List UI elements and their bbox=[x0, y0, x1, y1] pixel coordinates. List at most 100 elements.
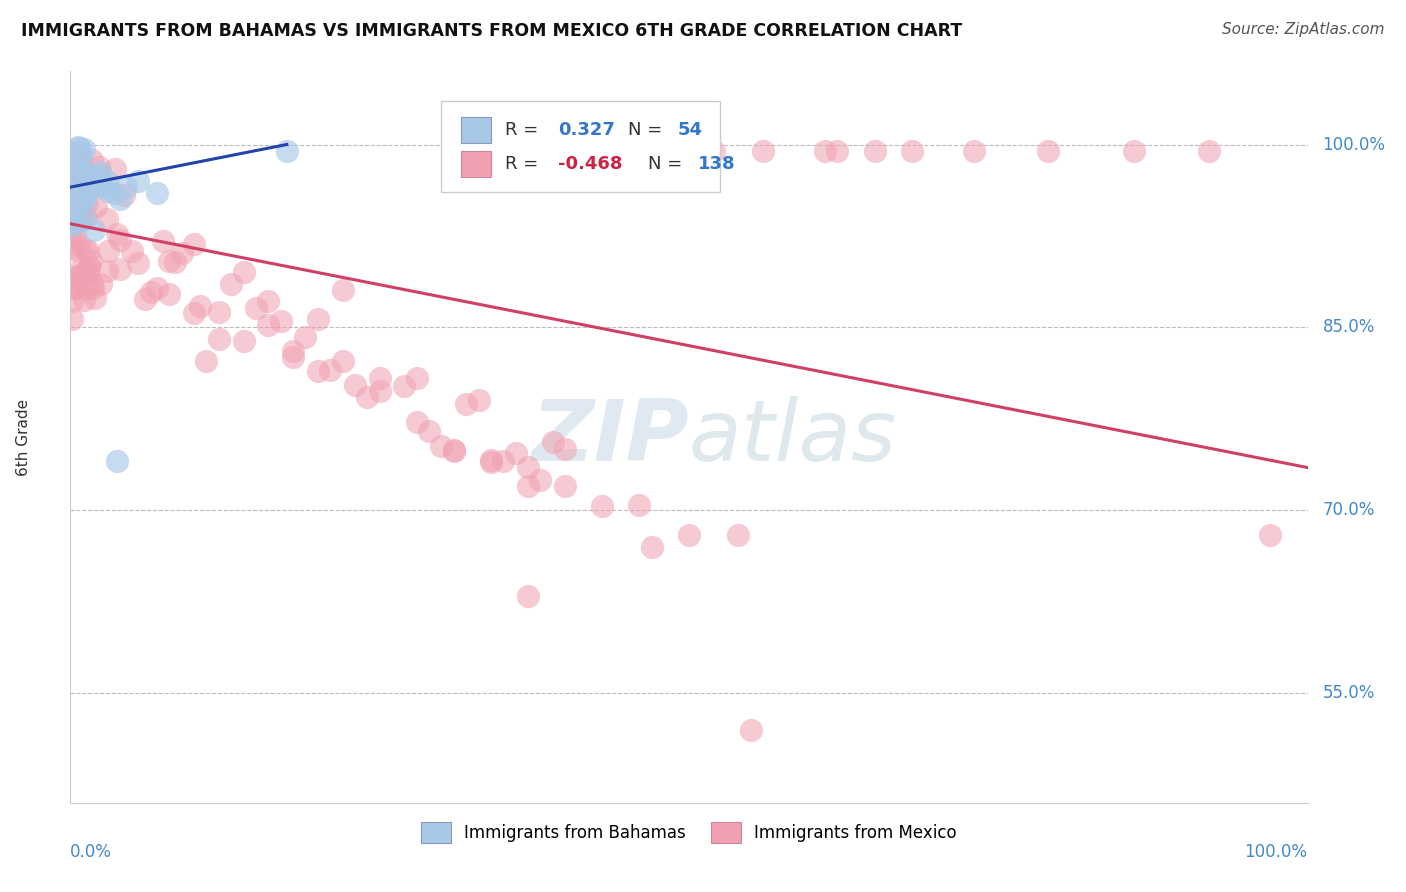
Point bbox=[1198, 144, 1220, 158]
Point bbox=[63, 194, 86, 208]
Point bbox=[281, 344, 304, 359]
Point bbox=[405, 416, 427, 430]
Point bbox=[281, 351, 304, 365]
Text: Source: ZipAtlas.com: Source: ZipAtlas.com bbox=[1222, 22, 1385, 37]
FancyBboxPatch shape bbox=[461, 152, 491, 177]
Point bbox=[165, 255, 187, 269]
Point bbox=[77, 168, 100, 182]
Text: 138: 138 bbox=[697, 155, 735, 173]
Point bbox=[63, 227, 86, 241]
Point bbox=[678, 527, 700, 541]
Point bbox=[96, 212, 118, 227]
Point bbox=[60, 218, 83, 232]
Text: 100.0%: 100.0% bbox=[1244, 843, 1308, 861]
Point bbox=[60, 293, 83, 308]
Point bbox=[79, 253, 101, 268]
Point bbox=[112, 187, 135, 202]
Legend: Immigrants from Bahamas, Immigrants from Mexico: Immigrants from Bahamas, Immigrants from… bbox=[415, 815, 963, 849]
Point bbox=[108, 193, 131, 207]
Point bbox=[60, 184, 83, 198]
Point bbox=[517, 479, 540, 493]
Point bbox=[77, 266, 100, 280]
Point bbox=[479, 455, 502, 469]
Point bbox=[62, 242, 84, 256]
Point bbox=[73, 242, 96, 256]
Point bbox=[63, 145, 86, 160]
Point bbox=[65, 279, 87, 293]
Point bbox=[492, 454, 515, 468]
Point bbox=[270, 313, 292, 327]
Point bbox=[307, 364, 329, 378]
Point bbox=[60, 311, 83, 326]
Point bbox=[60, 189, 83, 203]
Point bbox=[60, 230, 83, 244]
Point bbox=[83, 223, 105, 237]
Point bbox=[72, 174, 94, 188]
Point bbox=[67, 196, 90, 211]
Text: atlas: atlas bbox=[689, 395, 897, 479]
Point bbox=[63, 243, 86, 257]
Point bbox=[356, 390, 378, 404]
Point bbox=[65, 167, 87, 181]
Point bbox=[84, 291, 107, 305]
Point bbox=[73, 265, 96, 279]
Point bbox=[62, 197, 84, 211]
Point bbox=[405, 371, 427, 385]
Point bbox=[208, 305, 231, 319]
Text: 85.0%: 85.0% bbox=[1323, 318, 1375, 336]
Point bbox=[62, 207, 84, 221]
Point bbox=[430, 439, 453, 453]
Point bbox=[69, 262, 91, 277]
Point bbox=[90, 180, 112, 194]
Point bbox=[579, 144, 602, 158]
Point bbox=[105, 227, 128, 241]
Text: 70.0%: 70.0% bbox=[1323, 501, 1375, 519]
Point bbox=[219, 277, 242, 292]
Point bbox=[146, 186, 169, 201]
Text: 0.0%: 0.0% bbox=[70, 843, 112, 861]
Text: R =: R = bbox=[505, 121, 544, 139]
Point bbox=[60, 178, 83, 193]
Point bbox=[60, 163, 83, 178]
Point bbox=[665, 144, 688, 158]
Point bbox=[208, 332, 231, 346]
Point bbox=[554, 442, 576, 457]
Point bbox=[152, 234, 174, 248]
Point bbox=[66, 214, 89, 228]
Point bbox=[170, 245, 193, 260]
Point bbox=[332, 284, 354, 298]
Point bbox=[63, 177, 86, 191]
Point bbox=[82, 277, 104, 292]
Point bbox=[479, 452, 502, 467]
Point bbox=[63, 169, 86, 183]
Text: 55.0%: 55.0% bbox=[1323, 684, 1375, 702]
Point bbox=[505, 446, 527, 460]
Point bbox=[66, 145, 89, 159]
Point bbox=[115, 180, 138, 194]
Text: N =: N = bbox=[648, 155, 688, 173]
Point bbox=[82, 174, 104, 188]
Point bbox=[96, 174, 118, 188]
Text: R =: R = bbox=[505, 155, 544, 173]
Point bbox=[863, 144, 886, 158]
Point bbox=[63, 169, 86, 183]
Point bbox=[456, 397, 478, 411]
Point bbox=[257, 318, 280, 332]
Point bbox=[294, 330, 316, 344]
Point bbox=[157, 254, 180, 268]
Point bbox=[814, 144, 837, 158]
Point bbox=[517, 460, 540, 475]
Point bbox=[70, 212, 93, 227]
Text: 0.327: 0.327 bbox=[558, 121, 614, 139]
Point bbox=[62, 215, 84, 229]
Point bbox=[467, 393, 489, 408]
Point bbox=[60, 202, 83, 217]
Point bbox=[97, 184, 120, 198]
Text: 100.0%: 100.0% bbox=[1323, 136, 1385, 153]
Point bbox=[62, 187, 84, 202]
Point bbox=[62, 151, 84, 165]
Point bbox=[554, 479, 576, 493]
Point bbox=[276, 144, 298, 158]
Point bbox=[443, 444, 465, 458]
Point bbox=[67, 207, 90, 221]
